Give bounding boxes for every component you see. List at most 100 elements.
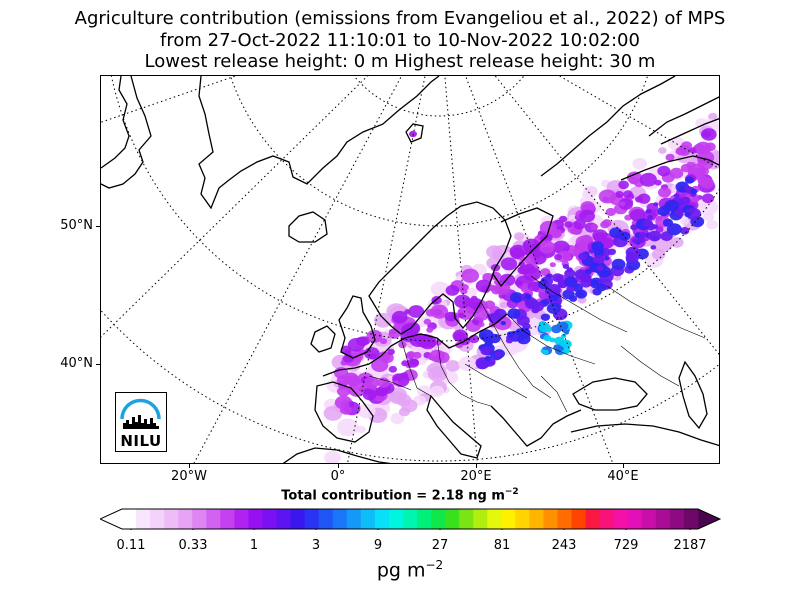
plume-cell xyxy=(400,372,409,379)
plume-cell xyxy=(480,346,491,356)
colorbar-cell xyxy=(248,509,263,529)
country-borders xyxy=(368,275,706,413)
plume-cell xyxy=(647,230,662,242)
plume-cell xyxy=(677,211,684,217)
plume-cell xyxy=(573,219,586,230)
plume-cell xyxy=(590,279,599,286)
chart-title-line-3: Lowest release height: 0 m Highest relea… xyxy=(144,51,656,72)
colorbar-extend-low xyxy=(100,509,122,529)
colorbar-cell xyxy=(655,509,671,529)
coastline-scandinavia xyxy=(368,201,512,335)
plume-cell xyxy=(564,330,569,335)
plume-cell xyxy=(554,336,565,345)
colorbar-cell xyxy=(220,509,235,529)
plume-cell xyxy=(607,248,616,255)
plume-cell xyxy=(405,352,415,360)
lon-label-20e: 20°E xyxy=(460,469,492,484)
colorbar-cell xyxy=(332,509,348,529)
plume-cell xyxy=(637,193,651,204)
colorbar-cell xyxy=(529,509,544,529)
plume-cell xyxy=(499,301,508,309)
plume-cell xyxy=(702,130,712,138)
plume-cell xyxy=(650,245,657,250)
concentration-field xyxy=(323,112,719,463)
plume-cell xyxy=(356,336,369,347)
nilu-logo-text: NILU xyxy=(120,432,162,450)
plume-cell xyxy=(494,351,502,358)
colorbar-cell xyxy=(445,509,460,529)
plume-cell xyxy=(405,322,420,334)
plume-cell xyxy=(552,240,570,254)
plume-cell xyxy=(657,165,671,177)
plume-cell xyxy=(484,355,492,362)
plume-cell xyxy=(337,386,351,397)
lon-tick-0 xyxy=(338,464,339,468)
coastline-europe xyxy=(322,313,508,377)
colorbar-cell xyxy=(150,509,165,529)
plume-cell xyxy=(539,220,557,235)
colorbar-cell xyxy=(417,509,432,529)
colorbar-cell xyxy=(557,509,572,529)
plume-cell xyxy=(593,255,605,264)
lat-label-50n: 50°N xyxy=(60,218,93,233)
plume-cell xyxy=(392,380,400,386)
coastline-canada xyxy=(101,76,130,169)
plume-cell xyxy=(336,375,350,386)
plume-cell xyxy=(611,258,626,270)
lon-tick-40e xyxy=(623,464,624,468)
total-contribution-text: Total contribution = 2.18 ng m xyxy=(281,488,505,504)
plume-cell xyxy=(559,215,568,223)
plume-cell xyxy=(695,141,712,155)
colorbar-cell xyxy=(374,509,390,529)
plume-cell xyxy=(632,157,647,170)
plume-cell xyxy=(423,318,432,325)
plume-cell xyxy=(673,193,680,198)
lat-tick-50n xyxy=(96,226,100,227)
plume-cell xyxy=(566,285,575,293)
plume-cell xyxy=(547,284,561,295)
plume-cell xyxy=(524,255,535,264)
plume-cell xyxy=(602,219,612,227)
colorbar-cell xyxy=(585,509,601,529)
plume-cell xyxy=(406,358,419,368)
plume-cell xyxy=(458,356,477,372)
plume-cell xyxy=(658,147,667,154)
colorbar-ticks xyxy=(130,529,691,530)
lon-label-40e: 40°E xyxy=(607,469,639,484)
colorbar-label-0: 0.11 xyxy=(116,538,146,553)
colorbar-cell xyxy=(304,509,320,529)
plume-cell xyxy=(377,377,390,388)
plume-cell xyxy=(460,284,469,291)
coastline-caspian xyxy=(678,360,708,430)
plume-cell xyxy=(344,349,352,356)
lat-label-40n: 40°N xyxy=(60,356,93,371)
lon-label-20w: 20°W xyxy=(171,469,207,484)
plume-cell xyxy=(677,145,691,156)
chart-title-line-1: Agriculture contribution (emissions from… xyxy=(74,8,726,29)
plume-cell xyxy=(445,285,460,296)
plume-cell xyxy=(522,238,541,253)
plume-cell xyxy=(454,294,472,309)
plume-cell xyxy=(680,227,690,235)
plume-cell xyxy=(391,310,408,324)
plume-cell xyxy=(604,256,610,261)
plume-cell xyxy=(374,312,393,328)
plume-cell xyxy=(506,331,515,338)
colorbar-label-5: 27 xyxy=(431,538,449,553)
plume-cell xyxy=(634,251,640,256)
plume-cell xyxy=(639,232,647,239)
colorbar-label-9: 2187 xyxy=(673,538,707,553)
plume-cell xyxy=(426,327,434,333)
lon-label-0: 0° xyxy=(330,469,346,484)
plume-cell xyxy=(580,201,595,213)
plume-cell xyxy=(481,303,489,310)
plume-cell xyxy=(637,236,645,243)
colorbar-cell xyxy=(136,509,151,529)
plume-cell xyxy=(650,209,660,217)
plume-cell xyxy=(561,333,567,339)
lon-tick-20e xyxy=(476,464,477,468)
nilu-logo: NILU xyxy=(115,392,167,452)
plume-cell xyxy=(517,333,531,345)
plume-cell xyxy=(622,190,633,199)
plume-cell xyxy=(639,172,657,187)
